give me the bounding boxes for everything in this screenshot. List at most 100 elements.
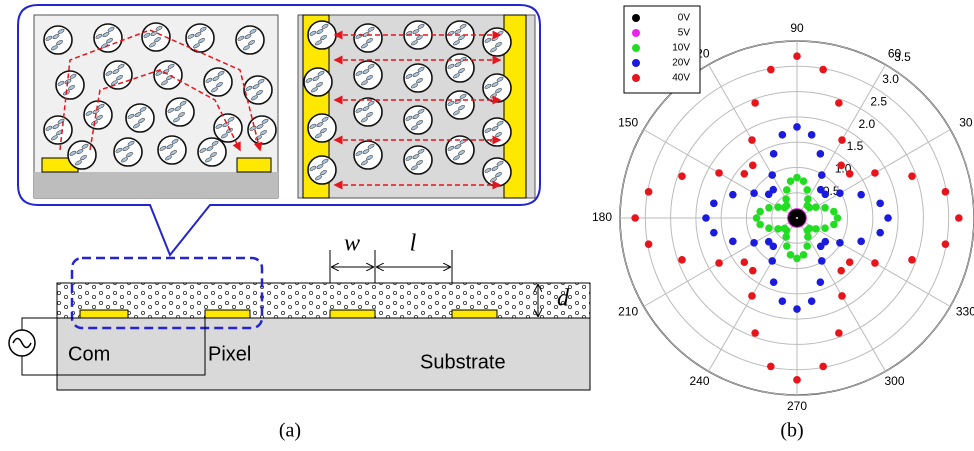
molecule: [199, 26, 207, 32]
molecule: [117, 63, 125, 69]
data-point: [710, 199, 718, 208]
molecule: [206, 146, 214, 152]
molecule: [417, 23, 425, 29]
droplet: [157, 135, 187, 165]
droplet: [185, 23, 215, 53]
molecule: [173, 117, 180, 123]
caption: (b): [780, 420, 803, 442]
data-point: [833, 214, 842, 222]
data-point: [836, 189, 844, 198]
molecule: [453, 155, 460, 161]
r-tick-label: 3.0: [882, 72, 899, 86]
com-label: Com: [68, 343, 110, 365]
molecule: [127, 113, 135, 119]
molecule: [453, 40, 460, 46]
molecule: [256, 124, 264, 130]
data-point: [782, 195, 790, 203]
molecule: [305, 77, 313, 83]
data-point: [837, 266, 846, 275]
molecule: [127, 140, 135, 146]
pixel-label: Pixel: [208, 343, 251, 365]
molecule: [361, 80, 368, 86]
data-point: [803, 186, 812, 194]
molecule: [155, 25, 163, 31]
legend-label: 20V: [672, 58, 690, 69]
molecule: [312, 76, 320, 82]
data-point: [871, 259, 879, 267]
molecule: [105, 70, 113, 76]
droplet: [403, 145, 433, 175]
molecule: [57, 118, 65, 124]
data-point: [821, 203, 829, 212]
molecule: [57, 28, 65, 34]
molecule: [496, 76, 504, 82]
molecule: [97, 103, 105, 109]
data-point: [807, 297, 816, 305]
legend-label: 40V: [672, 73, 690, 84]
data-point: [908, 256, 916, 264]
molecule: [167, 63, 175, 69]
molecule: [51, 45, 58, 51]
molecule: [171, 138, 179, 144]
molecule: [315, 133, 322, 139]
data-point: [835, 329, 843, 337]
molecule: [115, 147, 123, 153]
data-point: [798, 215, 806, 223]
data-point: [836, 238, 844, 247]
molecule: [367, 63, 375, 69]
r-tick-label: 3.5: [894, 50, 911, 64]
r-tick-label: 1.5: [847, 139, 864, 153]
data-point: [774, 203, 782, 211]
molecule: [45, 125, 53, 131]
gap-label: l: [410, 231, 417, 257]
data-point: [769, 242, 778, 251]
data-point: [778, 131, 787, 139]
molecule: [80, 155, 87, 161]
theta-tick-label: 240: [689, 374, 709, 388]
molecule: [179, 100, 187, 106]
molecule: [484, 83, 492, 89]
molecule: [149, 42, 156, 48]
molecule: [405, 155, 413, 161]
grid-ring: [695, 116, 899, 320]
molecule: [249, 28, 257, 34]
molecule: [138, 118, 145, 124]
data-point: [782, 233, 790, 241]
data-point: [715, 169, 723, 177]
molecule: [366, 155, 373, 161]
molecule: [243, 45, 250, 51]
theta-tick-label: 210: [618, 305, 638, 319]
data-point: [748, 161, 757, 170]
data-point: [767, 65, 775, 74]
droplet: [55, 70, 85, 100]
callout: [17, 4, 541, 257]
molecule: [320, 128, 327, 134]
molecule: [453, 73, 460, 79]
data-point: [768, 171, 777, 179]
molecule: [361, 117, 368, 123]
data-point: [768, 257, 777, 265]
data-point: [799, 177, 808, 185]
molecule: [212, 76, 220, 82]
molecule: [178, 112, 185, 118]
molecule: [491, 126, 499, 132]
r-tick-label: 2.5: [870, 95, 887, 109]
molecule: [252, 84, 260, 90]
data-point: [793, 123, 801, 131]
data-point: [751, 99, 759, 107]
molecule: [490, 47, 497, 53]
molecule: [495, 42, 502, 48]
molecule: [366, 112, 373, 118]
data-point: [819, 65, 827, 74]
molecule: [309, 165, 317, 171]
molecule: [458, 105, 465, 111]
molecule: [316, 82, 323, 88]
legend-marker: [632, 44, 640, 52]
data-point: [752, 214, 761, 222]
molecule: [417, 148, 425, 154]
droplet: [125, 103, 155, 133]
molecule: [96, 115, 103, 121]
data-point: [631, 214, 639, 222]
data-point: [678, 256, 686, 264]
molecule: [221, 133, 228, 139]
